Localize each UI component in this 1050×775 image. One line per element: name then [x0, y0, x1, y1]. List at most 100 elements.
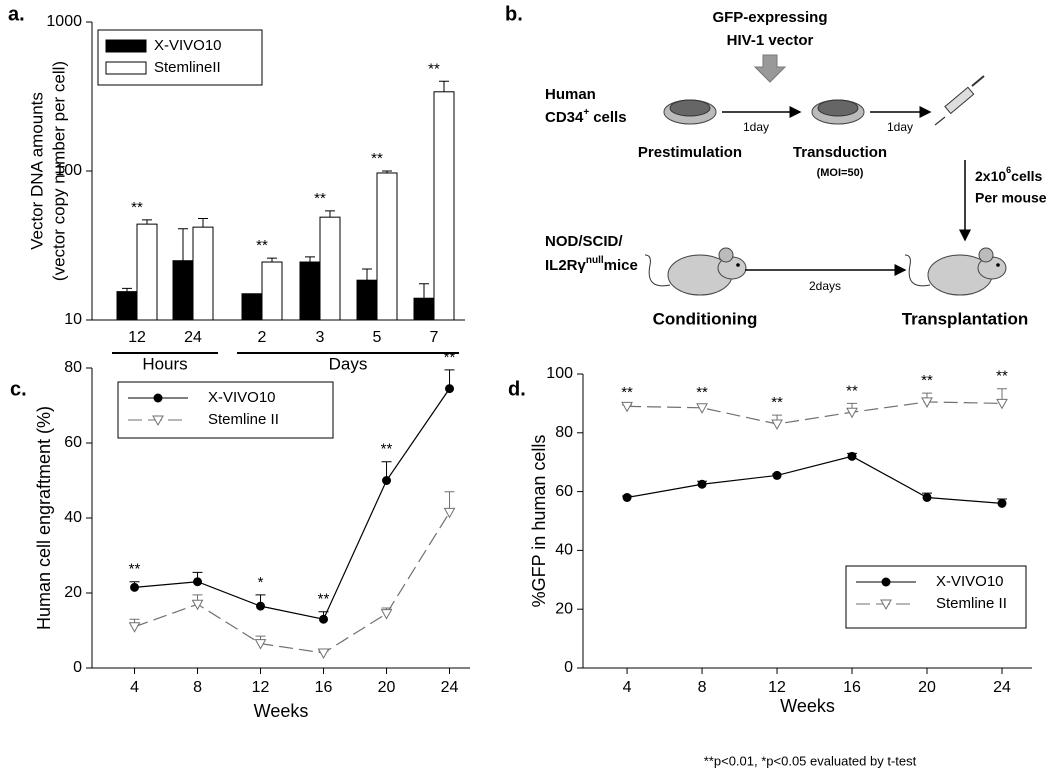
- mice-label: IL2Rγnullmice: [545, 255, 638, 274]
- group-label: Hours: [142, 354, 187, 373]
- interval-label: 1day: [743, 120, 769, 134]
- legend-label: X-VIVO10: [936, 573, 1004, 590]
- y-axis-label: (vector copy number per cell): [49, 61, 68, 281]
- y-tick-label: 60: [555, 483, 573, 500]
- y-tick-label: 0: [73, 659, 82, 676]
- bar: [433, 91, 455, 321]
- y-tick-label: 0: [564, 659, 573, 676]
- superscript: null: [586, 255, 604, 266]
- x-tick-label: 8: [698, 679, 707, 696]
- error-bar: [362, 268, 372, 281]
- y-tick-label: 20: [555, 600, 573, 617]
- bar: [319, 216, 341, 321]
- point: [445, 384, 455, 394]
- point: [921, 397, 933, 408]
- significance: **: [771, 394, 783, 411]
- x-tick-label: 4: [130, 679, 139, 696]
- point: [130, 582, 140, 592]
- x-axis-label: Weeks: [254, 701, 309, 721]
- significance: **: [996, 368, 1008, 385]
- x-tick-label: 2: [258, 329, 267, 346]
- legend-marker: [153, 393, 163, 403]
- x-tick-label: 20: [918, 679, 936, 696]
- error-bar: [267, 257, 277, 263]
- x-tick-label: 12: [252, 679, 270, 696]
- significance: **: [129, 561, 141, 578]
- error-bar: [419, 283, 429, 299]
- x-axis-label: Weeks: [780, 696, 835, 716]
- group-label: Days: [329, 354, 368, 373]
- dose-label: 2x106cells: [975, 165, 1043, 183]
- interval-label: 2days: [809, 279, 841, 293]
- bar: [116, 291, 138, 321]
- significance: **: [846, 382, 858, 399]
- bar: [413, 297, 435, 321]
- x-tick-label: 12: [768, 679, 786, 696]
- y-tick-label: 100: [546, 365, 573, 382]
- point: [996, 398, 1008, 410]
- mouse: [904, 247, 1007, 296]
- y-axis-label: Vector DNA amounts: [27, 92, 46, 250]
- text: cells: [593, 109, 626, 126]
- legend-label: StemlineII: [154, 59, 221, 76]
- bar: [261, 261, 283, 321]
- text: IL2Rγ: [545, 257, 587, 274]
- mouse: [644, 247, 747, 296]
- footnote: **p<0.01, *p<0.05 evaluated by t-test: [704, 753, 917, 768]
- step-label: Conditioning: [653, 309, 758, 328]
- point: [443, 507, 456, 519]
- error-bar: [305, 256, 315, 263]
- x-tick-label: 24: [441, 679, 459, 696]
- x-tick-label: 3: [316, 329, 325, 346]
- significance: *: [258, 574, 264, 591]
- bar: [192, 226, 214, 321]
- point: [317, 648, 330, 660]
- source-label: Human: [545, 86, 596, 103]
- error-bar: [382, 170, 392, 173]
- superscript: +: [583, 107, 589, 118]
- panel-label: d.: [508, 378, 526, 400]
- vector-label: GFP-expressing: [712, 9, 827, 26]
- step-label: Transduction: [793, 144, 887, 161]
- point: [997, 498, 1007, 508]
- point: [128, 622, 141, 633]
- step-label: Transplantation: [902, 309, 1029, 328]
- bar: [299, 261, 321, 321]
- legend-label: X-VIVO10: [208, 389, 276, 406]
- panel-label: a.: [8, 3, 25, 25]
- text: CD34: [545, 109, 584, 126]
- syringe: [934, 75, 985, 126]
- series-line: [134, 512, 451, 654]
- y-tick-label: 40: [555, 542, 573, 559]
- chart: c. 0 20 40 60 80 Human cell engraftment (%) 4 8 1…: [10, 349, 470, 721]
- significance: **: [444, 349, 456, 366]
- legend-swatch: [105, 61, 147, 75]
- error-bar: [178, 228, 188, 261]
- legend-label: Stemline II: [208, 411, 279, 428]
- vector-label: HIV-1 vector: [727, 32, 814, 49]
- point: [319, 614, 329, 624]
- error-bar: [122, 287, 132, 292]
- legend-marker: [880, 599, 892, 611]
- chart: d. 0 20 40 60 80 100 %GFP in human cells 4 8 12 16 2…: [508, 365, 1032, 716]
- y-tick-label: 40: [64, 509, 82, 526]
- legend-swatch: [105, 39, 147, 53]
- vector-arrow: [753, 54, 787, 83]
- point: [922, 492, 932, 502]
- point: [771, 419, 783, 431]
- x-tick-label: 16: [315, 679, 333, 696]
- dish: [811, 99, 865, 125]
- dish: [663, 99, 717, 125]
- chart: a. 10 100 1000 Vector DNA amounts (vector cop…: [8, 3, 465, 373]
- legend-marker: [152, 415, 164, 427]
- bar: [356, 279, 378, 321]
- bar: [241, 293, 263, 321]
- significance: **: [921, 372, 933, 389]
- x-tick-label: 24: [184, 329, 202, 346]
- bar: [172, 260, 194, 321]
- legend-label: Stemline II: [936, 595, 1007, 612]
- point: [193, 577, 203, 587]
- bar: [136, 223, 158, 321]
- point: [846, 407, 858, 419]
